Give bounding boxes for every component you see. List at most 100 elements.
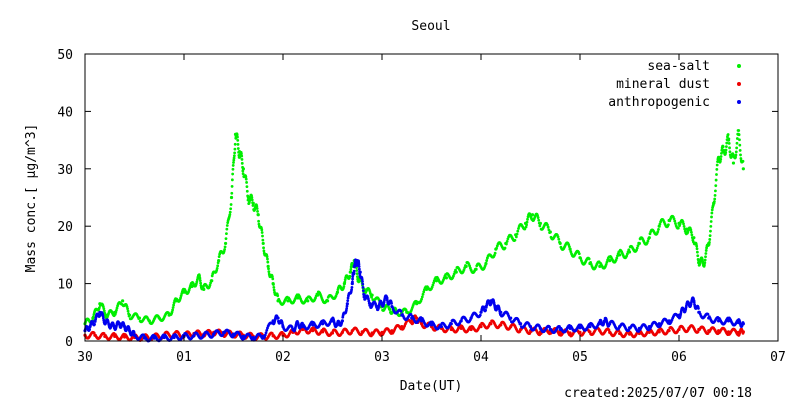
legend-label: mineral dust — [616, 77, 710, 92]
data-point — [316, 293, 320, 297]
data-point — [604, 263, 608, 266]
data-point — [715, 167, 719, 171]
data-point — [126, 307, 129, 311]
data-point — [741, 159, 745, 163]
data-point — [479, 325, 483, 329]
data-point — [692, 236, 696, 240]
data-point — [265, 255, 269, 259]
data-point — [261, 234, 264, 238]
data-point — [673, 219, 677, 223]
data-point — [579, 256, 583, 260]
data-point — [695, 244, 699, 248]
data-point — [132, 331, 136, 334]
data-point — [618, 253, 622, 257]
data-point — [93, 322, 96, 326]
data-point — [657, 330, 661, 334]
data-point — [266, 257, 269, 261]
data-point — [714, 178, 718, 182]
plot-frame — [84, 53, 779, 342]
data-point — [353, 265, 356, 269]
data-point — [647, 236, 651, 240]
data-point — [509, 316, 513, 320]
y-tick-label: 40 — [57, 105, 73, 120]
data-point — [567, 245, 571, 249]
data-point — [493, 251, 497, 255]
data-point — [225, 224, 229, 227]
data-point — [739, 153, 742, 157]
data-point — [102, 307, 106, 311]
data-point — [505, 240, 509, 243]
data-point — [636, 244, 640, 248]
data-point — [444, 276, 448, 280]
data-point — [738, 143, 742, 147]
data-point — [240, 152, 243, 156]
data-point — [462, 268, 466, 272]
data-point — [708, 241, 711, 244]
data-point — [272, 283, 275, 286]
data-point — [714, 184, 718, 188]
data-point — [536, 216, 540, 219]
data-point — [420, 297, 423, 301]
data-point — [627, 250, 632, 254]
data-point — [484, 308, 487, 312]
data-point — [568, 247, 572, 251]
data-point — [537, 218, 541, 222]
x-tick-label: 30 — [77, 350, 93, 365]
data-point — [704, 249, 708, 252]
data-point — [357, 267, 361, 271]
data-point — [682, 222, 685, 226]
data-point — [708, 234, 712, 238]
data-point — [637, 241, 642, 246]
data-point — [225, 227, 229, 231]
data-point — [459, 319, 463, 323]
data-point — [349, 270, 353, 274]
data-point — [505, 242, 508, 246]
data-point — [657, 228, 660, 231]
data-point — [548, 230, 552, 234]
data-point — [361, 282, 365, 286]
data-point — [568, 331, 572, 335]
data-point — [696, 254, 700, 258]
data-point — [358, 270, 362, 274]
data-point — [728, 150, 732, 154]
data-point — [489, 322, 493, 326]
data-point — [228, 210, 232, 214]
data-point — [709, 220, 713, 223]
data-point — [199, 281, 203, 285]
data-point — [713, 194, 717, 197]
data-point — [172, 335, 176, 340]
data-point — [357, 265, 361, 268]
y-tick-label: 0 — [65, 335, 73, 350]
data-point — [658, 222, 662, 226]
legend-label: sea-salt — [647, 59, 710, 74]
data-point — [361, 289, 365, 293]
legend-marker — [737, 100, 741, 104]
data-point — [713, 197, 717, 201]
data-point — [245, 189, 249, 193]
data-point — [689, 228, 693, 232]
data-point — [215, 267, 219, 270]
data-point — [530, 213, 535, 217]
data-point — [682, 224, 686, 228]
data-point — [257, 219, 261, 223]
data-point — [615, 256, 619, 260]
data-point — [340, 319, 344, 323]
data-point — [454, 270, 458, 274]
data-point — [256, 213, 260, 217]
data-point — [362, 293, 366, 297]
data-point — [726, 133, 730, 136]
data-point — [627, 328, 631, 332]
data-point — [267, 267, 270, 271]
series-0 — [83, 129, 745, 326]
data-point — [525, 220, 529, 224]
data-point — [556, 235, 560, 239]
x-tick-label: 01 — [176, 350, 192, 365]
data-point — [236, 147, 240, 150]
data-point — [557, 237, 561, 241]
data-point — [724, 151, 728, 154]
data-point — [251, 201, 255, 205]
data-point — [422, 290, 426, 294]
x-tick-label: 04 — [473, 350, 489, 365]
data-point — [172, 303, 176, 307]
